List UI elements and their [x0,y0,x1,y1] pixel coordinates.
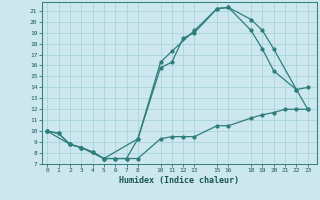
X-axis label: Humidex (Indice chaleur): Humidex (Indice chaleur) [119,176,239,185]
